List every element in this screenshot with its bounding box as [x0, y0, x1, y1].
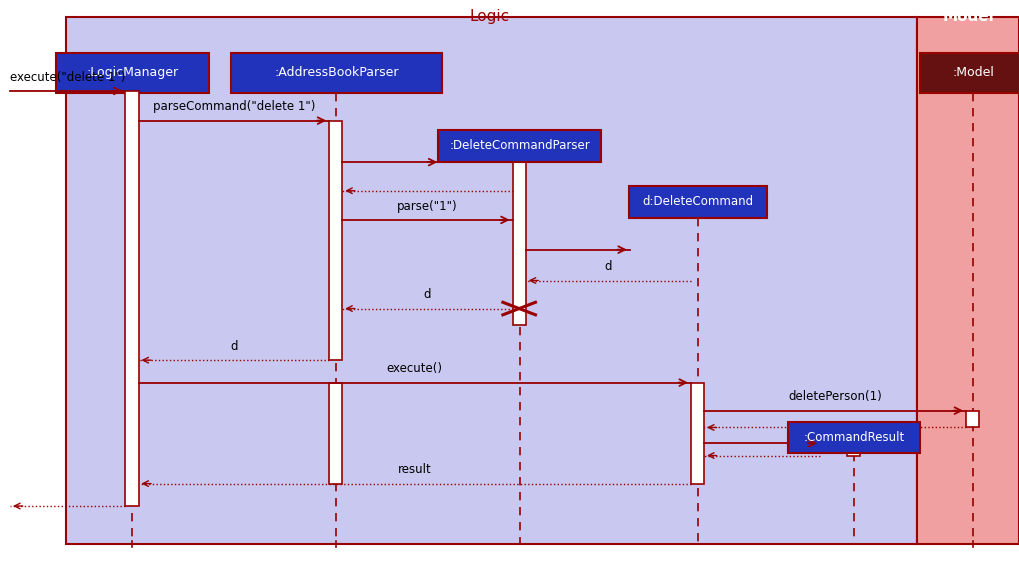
Text: d: d [424, 288, 431, 301]
Text: d:DeleteCommand: d:DeleteCommand [642, 195, 754, 209]
Bar [630, 186, 767, 218]
Bar [329, 383, 342, 484]
Bar [691, 383, 704, 484]
Bar [919, 53, 1019, 93]
Text: parseCommand("delete 1"): parseCommand("delete 1") [153, 100, 315, 113]
Text: result: result [397, 463, 432, 476]
Bar [231, 53, 441, 93]
Text: execute(): execute() [387, 362, 442, 375]
Text: :DeleteCommandParser: :DeleteCommandParser [449, 139, 590, 153]
Bar [847, 443, 860, 456]
Bar [917, 17, 1019, 544]
Bar [788, 422, 920, 453]
Text: Logic: Logic [469, 10, 510, 24]
Bar [438, 130, 601, 162]
Text: :AddressBookParser: :AddressBookParser [274, 66, 398, 80]
Text: deletePerson(1): deletePerson(1) [788, 390, 882, 403]
Text: d: d [230, 340, 237, 353]
Text: parse("1"): parse("1") [397, 200, 458, 213]
Text: Model: Model [943, 10, 994, 24]
Bar [513, 162, 526, 325]
Text: :LogicManager: :LogicManager [87, 66, 178, 80]
Text: execute("delete 1"): execute("delete 1") [10, 71, 125, 84]
Text: :CommandResult: :CommandResult [803, 431, 905, 444]
Bar [966, 411, 979, 427]
Bar [125, 91, 139, 506]
Text: :Model: :Model [952, 66, 995, 80]
Bar [329, 121, 342, 360]
Bar [56, 53, 209, 93]
Bar [66, 17, 917, 544]
Text: d: d [604, 260, 612, 273]
